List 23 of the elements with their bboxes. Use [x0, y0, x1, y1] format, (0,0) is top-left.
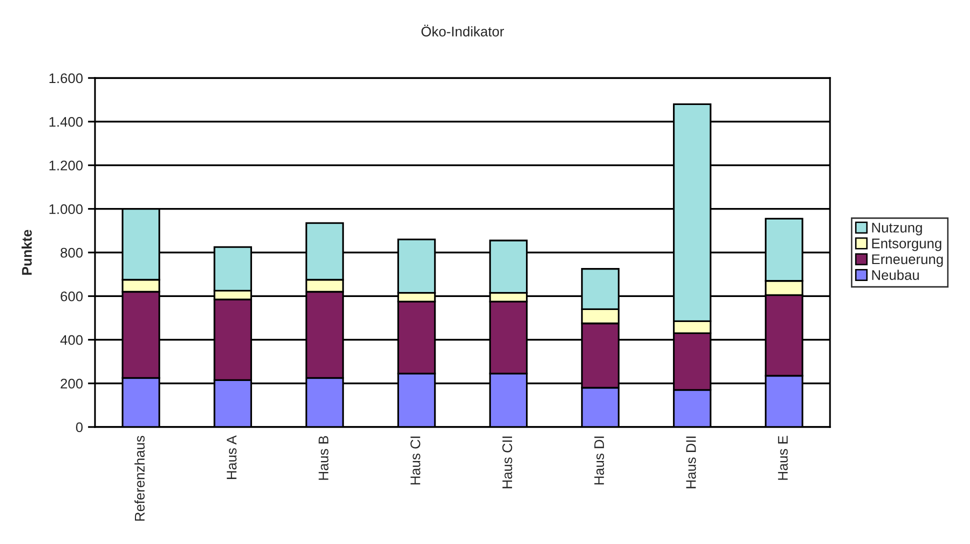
legend-label: Erneuerung: [872, 254, 943, 267]
legend-label: Nutzung: [872, 222, 922, 236]
chart-title: Öko-Indikator: [421, 24, 504, 36]
y-tick-label: 600: [60, 291, 83, 302]
legend-label: Neubau: [872, 270, 919, 280]
x-tick-label: Haus CI: [410, 436, 420, 484]
x-tick-label: Referenzhaus: [134, 436, 145, 521]
x-tick-label: Haus A: [226, 435, 237, 479]
x-tick-label: Haus DII: [686, 436, 696, 488]
x-tick-label: Haus DI: [594, 436, 604, 484]
y-tick-label: 1.600: [50, 73, 83, 84]
y-axis-title: Punkte: [22, 230, 32, 275]
x-tick-label: Haus B: [318, 436, 328, 480]
y-tick-label: 1.200: [50, 160, 83, 170]
y-tick-label: 1.000: [50, 204, 83, 214]
y-tick-label: 800: [60, 248, 83, 258]
y-tick-label: 1.400: [50, 116, 83, 127]
y-tick-label: 200: [60, 378, 83, 389]
x-tick-label: Haus CII: [502, 436, 512, 488]
legend-label: Entsorgung: [872, 238, 942, 252]
x-tick-label: Haus E: [778, 436, 788, 480]
y-tick-label: 400: [60, 335, 83, 345]
y-tick-label: 0: [76, 422, 83, 432]
